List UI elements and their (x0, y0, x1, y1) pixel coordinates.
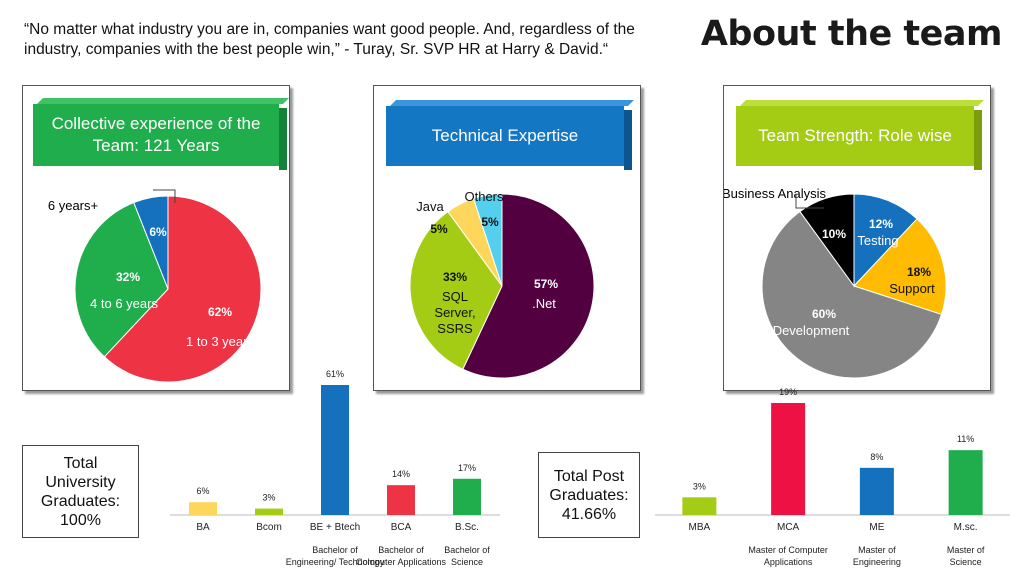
experience-pie-chart: 62% 1 to 3 years 32% 4 to 6 years 6% 6 years+ (48, 189, 262, 383)
bar-description-label: Engineering/ Technology (286, 557, 385, 567)
bar-value-label: 3% (693, 481, 706, 491)
bar-value-label: 17% (458, 463, 476, 473)
pie-pct-label: 57% (534, 277, 558, 291)
pie-slice-0 (103, 195, 262, 383)
pie-slice-2 (761, 210, 943, 379)
bar (859, 467, 894, 515)
pie-category-label: Server, (434, 305, 475, 320)
bar (682, 497, 717, 515)
postgraduate-degree-bar-chart: 3% MBA 19% MCA Master of Computer Application… (655, 387, 1010, 567)
pie-slice-1 (853, 218, 947, 316)
pie-category-label: Others (464, 189, 504, 204)
leader-line (795, 194, 824, 209)
pie-category-label: 1 to 3 years (186, 334, 254, 349)
bar-value-label: 19% (779, 387, 797, 397)
bar-description-label: Master of (858, 545, 896, 555)
bar-description-label: Engineering (853, 557, 901, 567)
leader-line (153, 189, 176, 203)
pie-pct-label: 12% (869, 217, 893, 231)
bar-category-label: MBA (689, 522, 711, 533)
bar-description-label: Science (950, 557, 982, 567)
pie-pct-label: 62% (208, 305, 232, 319)
bar (453, 478, 481, 515)
quote-text: “No matter what industry you are in, com… (24, 21, 635, 58)
bar-description-label: Computer Applications (356, 557, 447, 567)
pie-category-label: Support (889, 281, 935, 296)
page-title: About the team (700, 14, 1003, 54)
bar-description-label: Bachelor of (378, 545, 424, 555)
bar-value-label: 14% (392, 469, 410, 479)
bar-value-label: 6% (196, 486, 209, 496)
pie-slice-1 (409, 210, 503, 370)
bar (321, 385, 349, 515)
pie-pct-label: 60% (812, 307, 836, 321)
experience-panel: Collective experience of the Team: 121 Y… (22, 85, 290, 391)
bar-category-label: BA (196, 522, 210, 533)
bar-category-label: BCA (391, 522, 412, 533)
pie-category-label: .Net (532, 296, 556, 311)
pie-category-label: Testing (857, 233, 898, 248)
pie-pct-label: 6% (149, 225, 167, 239)
bar-category-label: M.sc. (954, 522, 978, 533)
pie-slice-0 (462, 193, 595, 379)
pie-slice-3 (472, 193, 503, 287)
bar (948, 450, 983, 515)
pie-pct-label: 18% (907, 265, 931, 279)
pie-category-label: Java (416, 199, 444, 214)
bar-description-label: Master of (947, 545, 985, 555)
bar-value-label: 3% (262, 493, 275, 503)
bar-category-label: Bcom (256, 522, 282, 533)
experience-banner: Collective experience of the Team: 121 Y… (33, 104, 287, 170)
pie-slice-3 (799, 193, 855, 288)
pie-pct-label: 10% (822, 227, 846, 241)
bar-category-label: B.Sc. (455, 522, 479, 533)
pie-pct-label: 32% (116, 270, 140, 284)
roles-banner: Team Strength: Role wise (736, 106, 982, 170)
roles-panel: Team Strength: Role wise 12% Testing 18% Su… (723, 85, 991, 391)
pie-slice-2 (133, 195, 169, 290)
bar-category-label: ME (869, 522, 884, 533)
pie-slice-0 (853, 193, 918, 288)
roles-pie-chart: 12% Testing 18% Support 60% Development 10% Bus… (724, 186, 947, 379)
technical-banner: Technical Expertise (386, 106, 632, 170)
bar (255, 508, 283, 515)
pie-category-label: SSRS (437, 321, 473, 336)
bar-description-label: Applications (764, 557, 813, 567)
pie-category-label: Development (773, 323, 850, 338)
technical-panel: Technical Expertise 57% .Net 33% SQL Server,… (373, 85, 641, 391)
bar-value-label: 11% (957, 434, 974, 444)
pie-category-label: 4 to 6 years (90, 296, 158, 311)
bar-value-label: 61% (326, 370, 344, 379)
bar-value-label: 8% (870, 452, 883, 462)
post-graduates-label: Total Post Graduates: 41.66% (538, 452, 640, 538)
pie-slice-1 (74, 201, 169, 358)
pie-category-label: Business Analysis (724, 186, 827, 201)
bar (771, 403, 806, 515)
bar-category-label: BE + Btech (310, 522, 360, 533)
bar (189, 502, 217, 515)
university-degree-bar-chart: 6% BA 3% Bcom 61% BE + Btech Bachelor of Engine… (170, 370, 500, 567)
pie-category-label: SQL (442, 289, 468, 304)
university-graduates-label: Total University Graduates: 100% (22, 445, 139, 538)
pie-pct-label: 5% (481, 215, 499, 229)
bar-category-label: MCA (777, 522, 800, 533)
bar-description-label: Bachelor of (312, 545, 358, 555)
pie-pct-label: 5% (430, 222, 448, 236)
bar-description-label: Master of Computer (748, 545, 828, 555)
pie-pct-label: 33% (443, 270, 467, 284)
bar-description-label: Science (451, 557, 483, 567)
pie-category-label: 6 years+ (48, 198, 98, 213)
bar (387, 485, 415, 515)
bar-description-label: Bachelor of (444, 545, 490, 555)
